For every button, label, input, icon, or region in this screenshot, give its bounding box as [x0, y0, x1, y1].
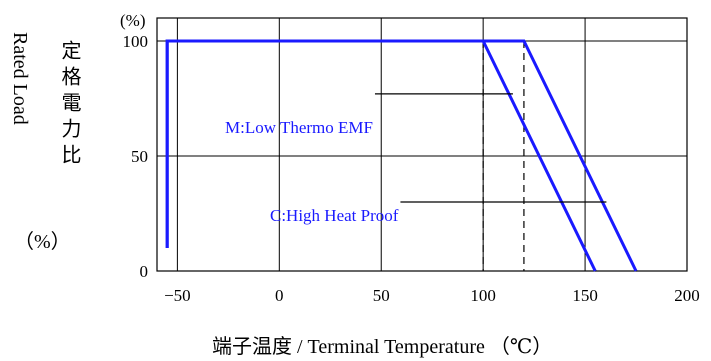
y-tick-label: 100 [123, 32, 149, 51]
x-axis-label: 端子温度 / Terminal Temperature （℃） [212, 335, 552, 358]
y-tick-label: 0 [140, 262, 149, 281]
x-tick-label: 200 [674, 286, 700, 305]
annotation-label: M:Low Thermo EMF [225, 118, 373, 137]
series-group [165, 39, 638, 272]
y-unit-tick-label: (%) [120, 11, 145, 30]
annotation-group: M:Low Thermo EMF C:High Heat Proof [225, 93, 607, 225]
x-tick-label: 100 [470, 286, 496, 305]
y-axis-label-jp: 定格電力比 [58, 40, 82, 170]
x-tick-label: −50 [164, 286, 191, 305]
y-tick-label: 50 [131, 147, 148, 166]
x-tick-label: 0 [275, 286, 284, 305]
grid-lines [157, 18, 687, 271]
y-axis-label-en: Rated Load [9, 32, 31, 125]
x-tick-label: 50 [373, 286, 390, 305]
reference-lines [482, 41, 525, 271]
y-tick-labels: 0 50 100 [123, 32, 149, 281]
x-tick-label: 150 [572, 286, 598, 305]
annotation-label: C:High Heat Proof [270, 206, 399, 225]
x-tick-labels: −50 0 50 100 150 200 [164, 286, 700, 305]
plot-area [156, 17, 688, 272]
y-axis-unit-label: （%） [14, 230, 71, 253]
series-line [165, 39, 638, 272]
